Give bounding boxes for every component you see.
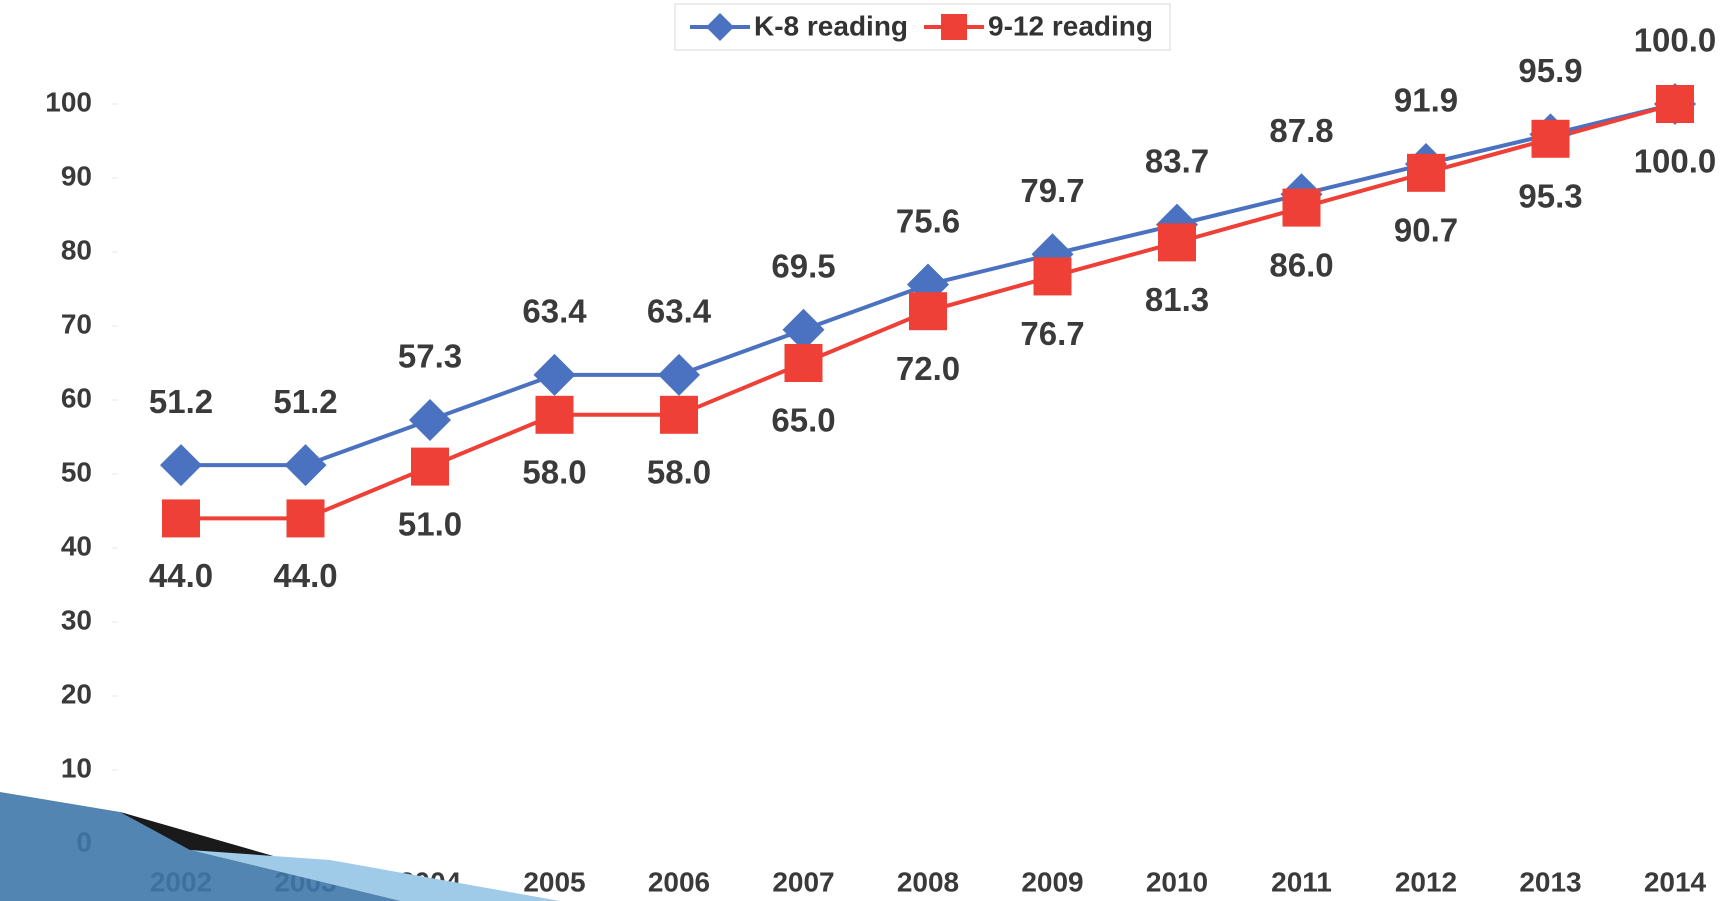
decoration <box>190 850 560 901</box>
data-label: 95.3 <box>1518 177 1582 214</box>
data-label: 100.0 <box>1634 143 1717 180</box>
data-label: 83.7 <box>1145 142 1209 179</box>
data-label: 51.2 <box>273 383 337 420</box>
data-label: 57.3 <box>398 338 462 375</box>
marker <box>409 398 451 441</box>
marker <box>909 292 947 331</box>
y-tick-label: 70 <box>61 308 92 339</box>
y-tick-label: 90 <box>61 160 92 191</box>
legend-marker <box>706 13 734 41</box>
x-tick-label: 2012 <box>1395 866 1457 897</box>
marker <box>660 395 698 434</box>
y-tick-label: 30 <box>61 604 92 635</box>
marker <box>162 499 200 538</box>
y-tick-label: 40 <box>61 530 92 561</box>
legend-label: 9-12 reading <box>988 10 1153 41</box>
marker <box>533 353 576 396</box>
y-tick-label: 100 <box>45 86 92 117</box>
x-tick-label: 2008 <box>897 866 959 897</box>
data-label: 76.7 <box>1020 315 1084 352</box>
data-label: 58.0 <box>522 454 586 491</box>
data-label: 72.0 <box>896 350 960 387</box>
data-label: 51.0 <box>398 505 462 542</box>
marker <box>1033 257 1072 296</box>
legend-label: K-8 reading <box>754 10 908 41</box>
data-label: 81.3 <box>1145 281 1209 318</box>
data-label: 51.2 <box>149 383 213 420</box>
y-tick-label: 20 <box>61 678 92 709</box>
marker <box>1158 223 1196 262</box>
y-tick-label: 10 <box>61 752 92 783</box>
data-label: 63.4 <box>522 293 587 330</box>
marker <box>160 444 202 487</box>
data-label: 79.7 <box>1020 172 1084 209</box>
x-tick-label: 2013 <box>1519 866 1581 897</box>
data-label: 90.7 <box>1394 212 1458 249</box>
x-tick-label: 2005 <box>523 866 585 897</box>
data-label: 44.0 <box>273 557 337 594</box>
legend-marker <box>941 14 968 40</box>
marker <box>782 308 825 351</box>
x-tick-label: 2009 <box>1021 866 1083 897</box>
marker <box>1282 188 1321 227</box>
data-label: 63.4 <box>647 293 712 330</box>
data-label: 58.0 <box>647 454 711 491</box>
x-tick-label: 2010 <box>1146 866 1208 897</box>
data-label: 100.0 <box>1634 22 1717 59</box>
x-tick-label: 2006 <box>648 866 710 897</box>
data-label: 65.0 <box>771 402 835 439</box>
marker <box>1656 85 1694 123</box>
legend-box <box>674 3 1171 51</box>
data-label: 44.0 <box>149 557 213 594</box>
marker <box>411 447 449 486</box>
y-tick-label: 60 <box>61 382 92 413</box>
marker <box>284 444 327 487</box>
x-tick-label: 2007 <box>772 866 834 897</box>
marker <box>658 353 700 396</box>
y-tick-label: 50 <box>61 456 92 487</box>
y-tick-label: 80 <box>61 234 92 265</box>
data-label: 95.9 <box>1518 52 1582 89</box>
x-tick-label: 2011 <box>1271 866 1332 897</box>
marker <box>1407 153 1445 192</box>
data-label: 75.6 <box>896 202 960 239</box>
data-label: 69.5 <box>771 247 835 284</box>
data-label: 87.8 <box>1269 112 1333 149</box>
data-label: 86.0 <box>1269 246 1333 283</box>
marker <box>286 499 325 538</box>
marker <box>784 344 823 382</box>
marker <box>535 395 574 434</box>
x-tick-label: 2014 <box>1644 866 1707 897</box>
marker <box>1531 119 1570 158</box>
data-label: 91.9 <box>1394 82 1458 119</box>
